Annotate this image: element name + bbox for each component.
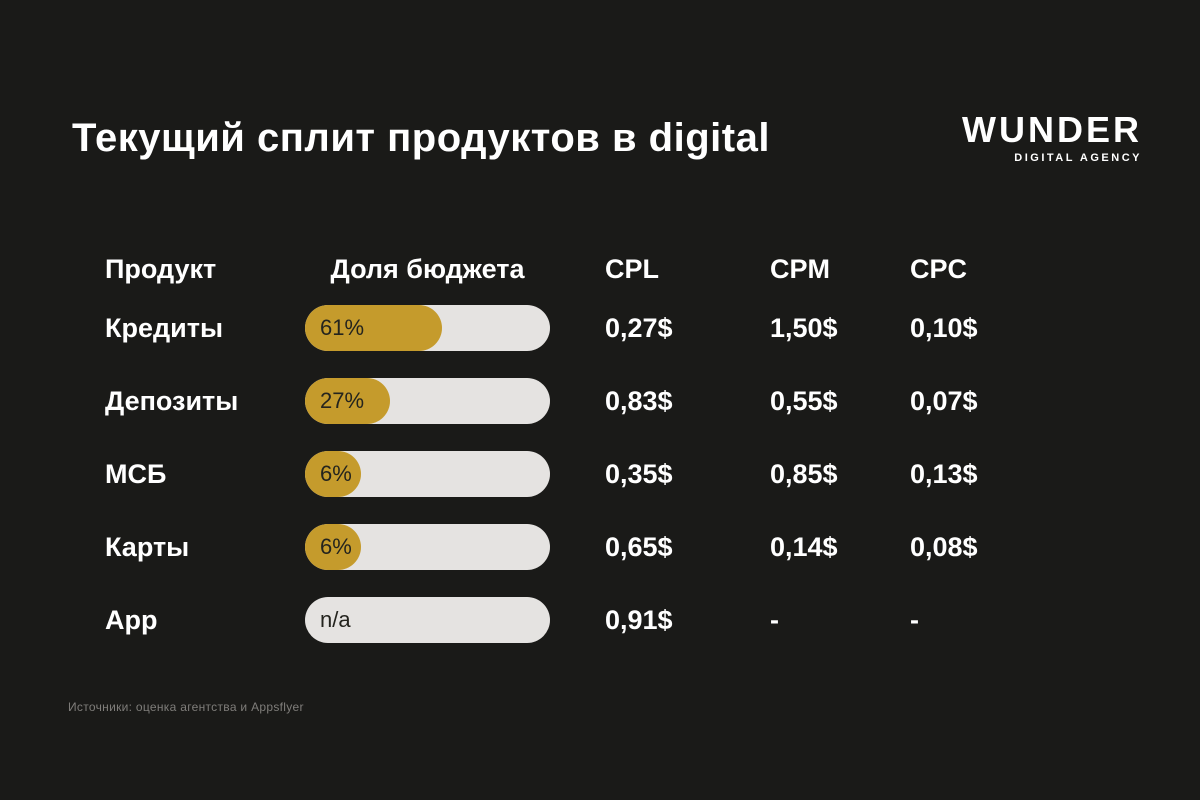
table-row: МСБ 6% 0,35$ 0,85$ 0,13$ <box>105 451 1050 497</box>
product-label: Карты <box>105 531 190 562</box>
budget-share-bar: n/a <box>305 597 550 643</box>
budget-share-bar-fill: 61% <box>305 305 442 351</box>
budget-share-value: 27% <box>320 388 365 413</box>
budget-share-value: 61% <box>320 315 365 340</box>
header-cpc: CPC <box>910 254 968 284</box>
cpc-value: 0,08$ <box>910 531 978 562</box>
header-product: Продукт <box>105 254 217 284</box>
cpm-value: 0,14$ <box>770 531 838 562</box>
table-row: Карты 6% 0,65$ 0,14$ 0,08$ <box>105 524 1050 570</box>
budget-share-bar-fill: n/a <box>305 597 351 643</box>
cpc-value: 0,13$ <box>910 458 978 489</box>
product-label: Депозиты <box>105 385 239 416</box>
product-split-table: Продукт Доля бюджета CPL CPM CPC Кредиты… <box>105 254 1050 670</box>
cpm-value: 0,55$ <box>770 385 838 416</box>
budget-share-bar: 27% <box>305 378 550 424</box>
wunder-logo: WUNDER DIGITAL AGENCY <box>962 109 1142 165</box>
product-label: App <box>105 604 158 635</box>
cpm-value: 0,85$ <box>770 458 838 489</box>
budget-share-bar: 6% <box>305 451 550 497</box>
header-cpm: CPM <box>770 254 830 284</box>
table-row: App n/a 0,91$ - - <box>105 597 1050 643</box>
cpl-value: 0,83$ <box>605 385 673 416</box>
budget-share-bar: 6% <box>305 524 550 570</box>
cpm-value: - <box>770 604 779 635</box>
table-row: Кредиты 61% 0,27$ 1,50$ 0,10$ <box>105 305 1050 351</box>
budget-share-bar-fill: 6% <box>305 524 361 570</box>
table-header-row: Продукт Доля бюджета CPL CPM CPC <box>105 254 1050 285</box>
cpl-value: 0,91$ <box>605 604 673 635</box>
logo-wordmark: WUNDER <box>962 109 1142 150</box>
budget-share-bar: 61% <box>305 305 550 351</box>
header-budget-share: Доля бюджета <box>330 254 525 284</box>
cpc-value: 0,07$ <box>910 385 978 416</box>
cpl-value: 0,65$ <box>605 531 673 562</box>
product-label: МСБ <box>105 458 167 489</box>
product-label: Кредиты <box>105 312 224 343</box>
sources-footnote: Источники: оценка агентства и Appsflyer <box>68 700 304 714</box>
table-row: Депозиты 27% 0,83$ 0,55$ 0,07$ <box>105 378 1050 424</box>
cpc-value: - <box>910 604 919 635</box>
budget-share-value: 6% <box>320 534 352 559</box>
budget-share-bar-fill: 27% <box>305 378 391 424</box>
cpc-value: 0,10$ <box>910 312 978 343</box>
budget-share-bar-fill: 6% <box>305 451 361 497</box>
page-title: Текущий сплит продуктов в digital <box>72 116 770 160</box>
cpl-value: 0,35$ <box>605 458 673 489</box>
cpl-value: 0,27$ <box>605 312 673 343</box>
header-cpl: CPL <box>605 254 659 284</box>
budget-share-value: 6% <box>320 461 352 486</box>
logo-tagline: DIGITAL AGENCY <box>1014 152 1142 164</box>
budget-share-value: n/a <box>320 607 351 632</box>
cpm-value: 1,50$ <box>770 312 838 343</box>
